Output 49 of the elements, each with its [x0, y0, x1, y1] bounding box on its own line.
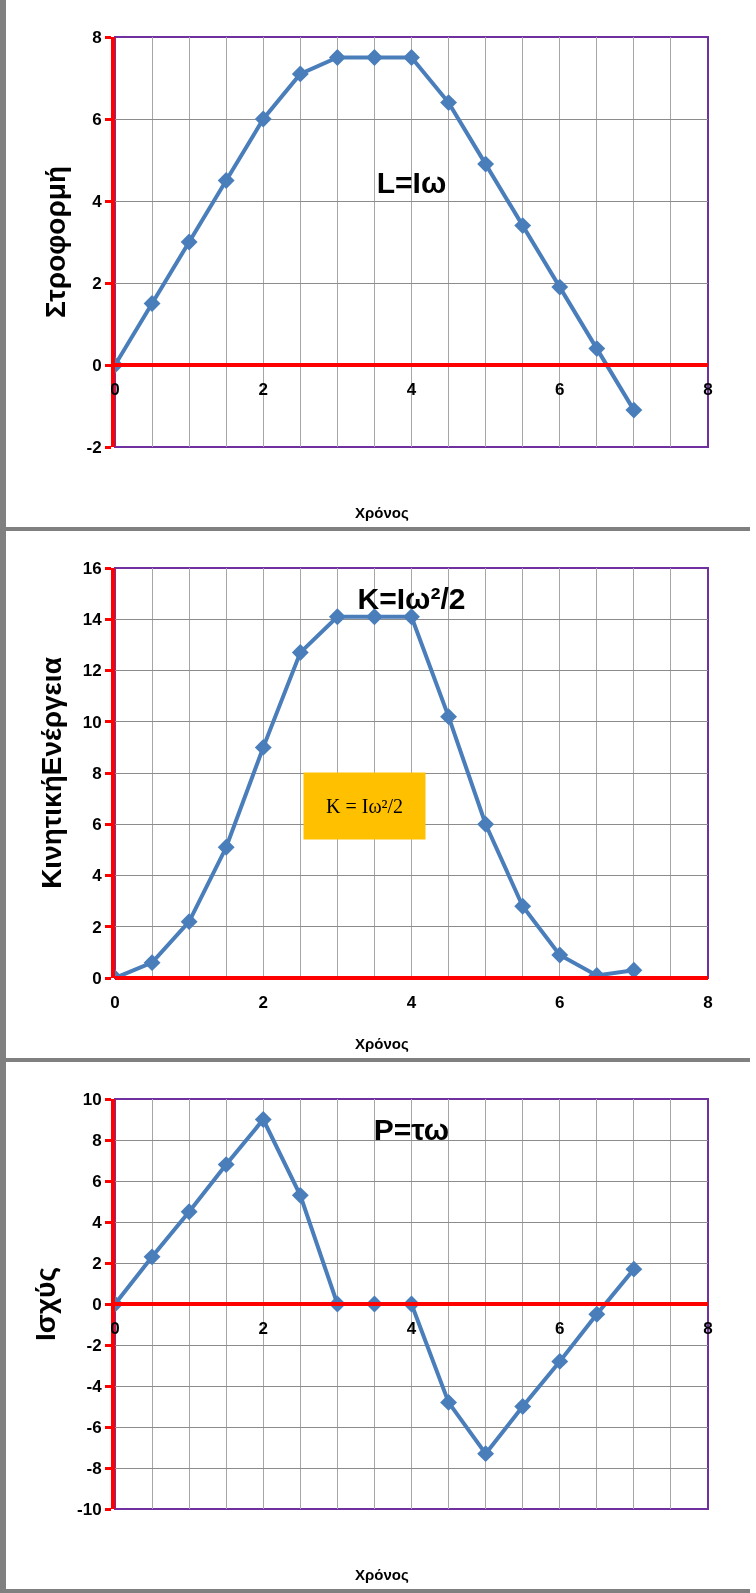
y-tick-label: 12 — [82, 661, 102, 681]
x-tick-label: 6 — [555, 993, 565, 1013]
y-tick-label: 2 — [92, 917, 102, 937]
y-tick-label: 4 — [92, 1212, 103, 1232]
x-tick-label: 4 — [406, 380, 417, 400]
x-axis-title: Χρόνος — [355, 1566, 409, 1583]
y-tick-label: 0 — [92, 968, 102, 988]
y-axis-title: ΚινητικήΕνέργεια — [35, 657, 67, 889]
text: K=Iω²/2 — [357, 582, 466, 615]
x-tick-label: 4 — [406, 993, 417, 1013]
x-tick-label: 8 — [703, 993, 713, 1013]
x-axis-title: Χρόνος — [355, 1035, 409, 1052]
x-tick-label: 0 — [110, 993, 120, 1013]
y-tick-label: -4 — [86, 1376, 103, 1396]
y-tick-label: 14 — [82, 610, 103, 630]
x-tick-label: 4 — [406, 1319, 417, 1339]
y-tick-label: -8 — [86, 1458, 102, 1478]
y-tick-label: -10 — [77, 1499, 102, 1519]
y-tick-label: 0 — [92, 355, 102, 375]
y-tick-label: 4 — [92, 866, 103, 886]
y-tick-label: 6 — [92, 1171, 102, 1191]
y-tick-label: 6 — [92, 109, 102, 129]
y-tick-label: -6 — [86, 1417, 102, 1437]
y-tick-label: 0 — [92, 1294, 102, 1314]
y-tick-label: 10 — [82, 1089, 102, 1109]
x-tick-label: 2 — [258, 993, 268, 1013]
x-tick-label: 6 — [555, 380, 565, 400]
annotation: K = Iω²/2 — [326, 795, 404, 817]
y-tick-label: 2 — [92, 1253, 102, 1273]
y-axis-title: Στροφορμή — [39, 166, 71, 318]
text: L=Iω — [376, 165, 447, 199]
y-tick-label: -2 — [86, 1335, 102, 1355]
x-tick-label: 2 — [258, 1319, 268, 1339]
y-tick-label: 8 — [92, 1130, 102, 1150]
y-tick-label: -2 — [86, 437, 102, 457]
x-tick-label: 6 — [555, 1319, 565, 1339]
x-axis-title: Χρόνος — [355, 504, 409, 521]
y-axis-title: Ισχύς — [30, 1267, 62, 1341]
y-tick-label: 16 — [82, 558, 102, 578]
x-tick-label: 2 — [258, 380, 268, 400]
y-tick-label: 4 — [92, 191, 103, 211]
y-tick-label: 10 — [82, 712, 102, 732]
y-tick-label: 8 — [92, 763, 102, 783]
y-tick-label: 8 — [92, 27, 102, 47]
x-tick-label: 0 — [110, 1319, 120, 1339]
text: P=τω — [373, 1113, 450, 1146]
x-tick-label: 0 — [110, 380, 120, 400]
y-tick-label: 6 — [92, 815, 102, 835]
y-tick-label: 2 — [92, 273, 102, 293]
